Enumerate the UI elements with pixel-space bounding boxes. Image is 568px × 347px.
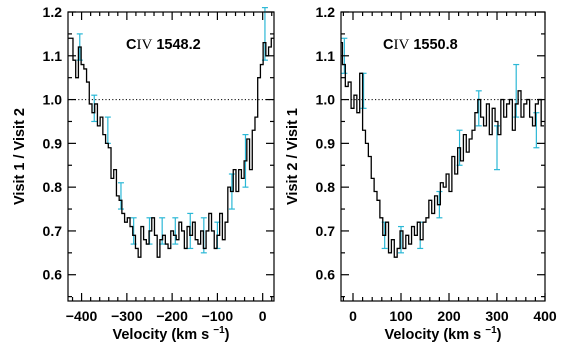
series-step-line [341, 42, 545, 258]
y-tick-label: 1.1 [316, 48, 336, 64]
x-tick-label: 0 [259, 308, 267, 324]
y-axis-label: Visit 2 / Visit 1 [285, 108, 301, 205]
y-tick-label: 1.2 [43, 4, 63, 20]
y-tick-label: 0.7 [316, 223, 336, 239]
line-annotation: CIV 1550.8 [383, 37, 458, 53]
y-tick-label: 0.8 [316, 179, 336, 195]
x-tick-label: 400 [533, 308, 557, 324]
x-tick-label: 300 [485, 308, 509, 324]
right-panel-civ-1550: 0 100 200 300 400 0.6 0.7 0.8 0.9 1.0 1.1 1.2 Veloci… [285, 4, 557, 343]
y-axis-label: Visit 1 / Visit 2 [12, 108, 28, 205]
plot-frame [340, 11, 546, 302]
y-tick-label: 0.6 [316, 267, 336, 283]
y-tick-label: 0.9 [43, 135, 63, 151]
series-step-line [68, 37, 274, 258]
y-tick-label: 0.6 [43, 267, 63, 283]
x-tick-label: −100 [202, 308, 234, 324]
x-axis-label: Velocity (km s −1) [385, 325, 502, 343]
y-tick-label: 1.0 [316, 92, 336, 108]
x-tick-label: −400 [66, 308, 98, 324]
plot-frame [67, 11, 275, 302]
y-tick-label: 1.2 [316, 4, 336, 20]
x-tick-label: 100 [389, 308, 413, 324]
x-axis-label: Velocity (km s −1) [113, 325, 230, 343]
x-tick-label: −200 [156, 308, 188, 324]
left-panel-civ-1548: −400 −300 −200 −100 0 0.6 0.7 0.8 0.9 1.0 1.1 1.2 Ve… [12, 4, 275, 343]
y-tick-label: 0.9 [316, 135, 336, 151]
x-tick-label: −300 [111, 308, 143, 324]
line-annotation: CIV 1548.2 [126, 37, 201, 53]
y-tick-label: 0.7 [43, 223, 63, 239]
y-tick-label: 0.8 [43, 179, 63, 195]
x-tick-label: 0 [349, 308, 357, 324]
x-tick-label: 200 [437, 308, 461, 324]
y-tick-label: 1.0 [43, 92, 63, 108]
y-tick-label: 1.1 [43, 48, 63, 64]
